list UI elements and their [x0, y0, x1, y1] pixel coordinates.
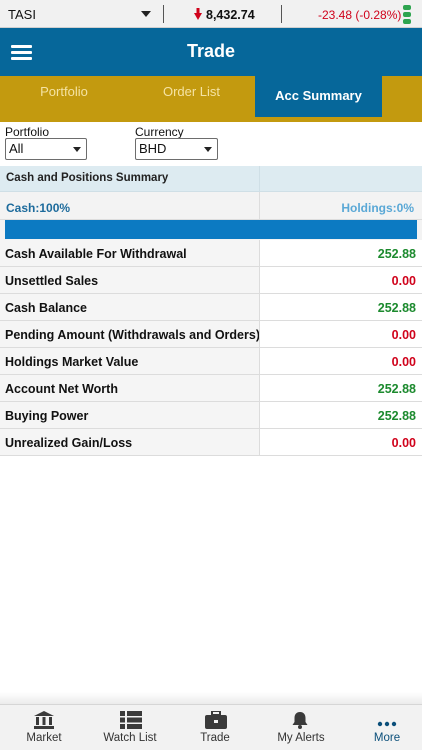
summary-row-cash-available: Cash Available For Withdrawal 252.88	[0, 240, 422, 267]
value-cell	[259, 321, 422, 347]
row-value: 252.88	[377, 247, 416, 261]
tab-portfolio[interactable]: Portfolio	[40, 84, 88, 99]
summary-row-pending-amount: Pending Amount (Withdrawals and Orders) …	[0, 321, 422, 348]
row-value: 0.00	[391, 436, 416, 450]
row-label: Pending Amount (Withdrawals and Orders)	[5, 328, 260, 342]
page-title: Trade	[186, 41, 236, 61]
column-divider	[259, 166, 260, 192]
summary-row-unrealized-gain-loss: Unrealized Gain/Loss 0.00	[0, 429, 422, 456]
row-value: 0.00	[391, 328, 416, 342]
ticker-divider	[281, 5, 282, 23]
cash-holdings-ratio: Cash:100% Holdings:0%	[0, 192, 422, 220]
nav-label: Trade	[200, 732, 230, 744]
nav-label: My Alerts	[277, 732, 325, 744]
value-cell	[259, 402, 422, 428]
index-value: 8,432.74	[206, 8, 255, 22]
currency-selected-value: BHD	[139, 141, 167, 156]
more-dots-icon	[377, 721, 397, 727]
nav-watch-list[interactable]: Watch List	[88, 705, 172, 751]
chevron-down-icon	[73, 147, 81, 152]
portfolio-select[interactable]: All	[5, 138, 87, 160]
bottom-nav: Market Watch List Trade My Alerts	[0, 704, 422, 750]
nav-my-alerts[interactable]: My Alerts	[259, 705, 343, 751]
briefcase-icon	[205, 711, 227, 729]
connection-status-icon	[403, 5, 411, 24]
chevron-down-icon	[204, 147, 212, 152]
nav-market[interactable]: Market	[2, 705, 86, 751]
row-label: Buying Power	[5, 409, 89, 423]
summary-row-unsettled-sales: Unsettled Sales 0.00	[0, 267, 422, 294]
nav-more[interactable]: More	[345, 705, 422, 751]
tab-acc-summary[interactable]: Acc Summary	[255, 76, 382, 117]
hamburger-menu-icon[interactable]	[11, 45, 32, 60]
column-divider	[259, 192, 260, 220]
summary-title: Cash and Positions Summary	[6, 172, 169, 184]
row-value: 252.88	[377, 409, 416, 423]
list-icon	[120, 711, 142, 729]
ticker-divider	[163, 5, 164, 23]
summary-row-cash-balance: Cash Balance 252.88	[0, 294, 422, 321]
row-value: 252.88	[377, 301, 416, 315]
nav-label: More	[373, 732, 401, 744]
allocation-bar	[5, 220, 417, 239]
value-cell	[259, 240, 422, 266]
summary-row-buying-power: Buying Power 252.88	[0, 402, 422, 429]
value-cell	[259, 267, 422, 293]
value-cell	[259, 294, 422, 320]
down-arrow-icon	[194, 8, 202, 20]
row-value: 0.00	[391, 355, 416, 369]
allocation-bar-row	[0, 220, 422, 240]
row-label: Unrealized Gain/Loss	[5, 436, 133, 450]
bell-icon	[292, 712, 308, 729]
summary-row-account-net-worth: Account Net Worth 252.88	[0, 375, 422, 402]
holdings-percentage: Holdings:0%	[341, 201, 414, 215]
bank-icon	[34, 711, 54, 729]
value-cell	[259, 429, 422, 455]
index-change: -23.48 (-0.28%)	[318, 8, 402, 22]
portfolio-selected-value: All	[9, 141, 24, 156]
summary-filters: Portfolio All Currency BHD	[0, 122, 422, 166]
value-cell	[259, 375, 422, 401]
cash-percentage: Cash:100%	[6, 201, 71, 215]
row-label: Account Net Worth	[5, 382, 118, 396]
nav-label: Watch List	[103, 732, 157, 744]
summary-section-header: Cash and Positions Summary	[0, 166, 422, 192]
account-summary-table: Cash Available For Withdrawal 252.88 Uns…	[0, 240, 422, 456]
nav-label: Market	[26, 732, 62, 744]
row-label: Holdings Market Value	[5, 355, 139, 369]
row-value: 0.00	[391, 274, 416, 288]
currency-select[interactable]: BHD	[135, 138, 218, 160]
row-label: Unsettled Sales	[5, 274, 99, 288]
summary-row-holdings-market-value: Holdings Market Value 0.00	[0, 348, 422, 375]
cash-allocation-fill	[5, 220, 417, 239]
row-label: Cash Balance	[5, 301, 87, 315]
row-value: 252.88	[377, 382, 416, 396]
trade-tabs: Portfolio Order List Acc Summary	[0, 76, 422, 122]
tab-order-list[interactable]: Order List	[162, 84, 221, 99]
index-dropdown-caret-icon[interactable]	[141, 11, 151, 17]
value-cell	[259, 348, 422, 374]
market-ticker-bar: TASI 8,432.74 -23.48 (-0.28%)	[0, 0, 422, 28]
nav-trade[interactable]: Trade	[173, 705, 257, 751]
index-symbol: TASI	[8, 7, 36, 22]
nav-shadow	[0, 692, 422, 704]
app-header: Trade	[0, 28, 422, 76]
currency-label: Currency	[135, 125, 184, 139]
row-label: Cash Available For Withdrawal	[5, 247, 187, 261]
portfolio-label: Portfolio	[5, 125, 50, 139]
